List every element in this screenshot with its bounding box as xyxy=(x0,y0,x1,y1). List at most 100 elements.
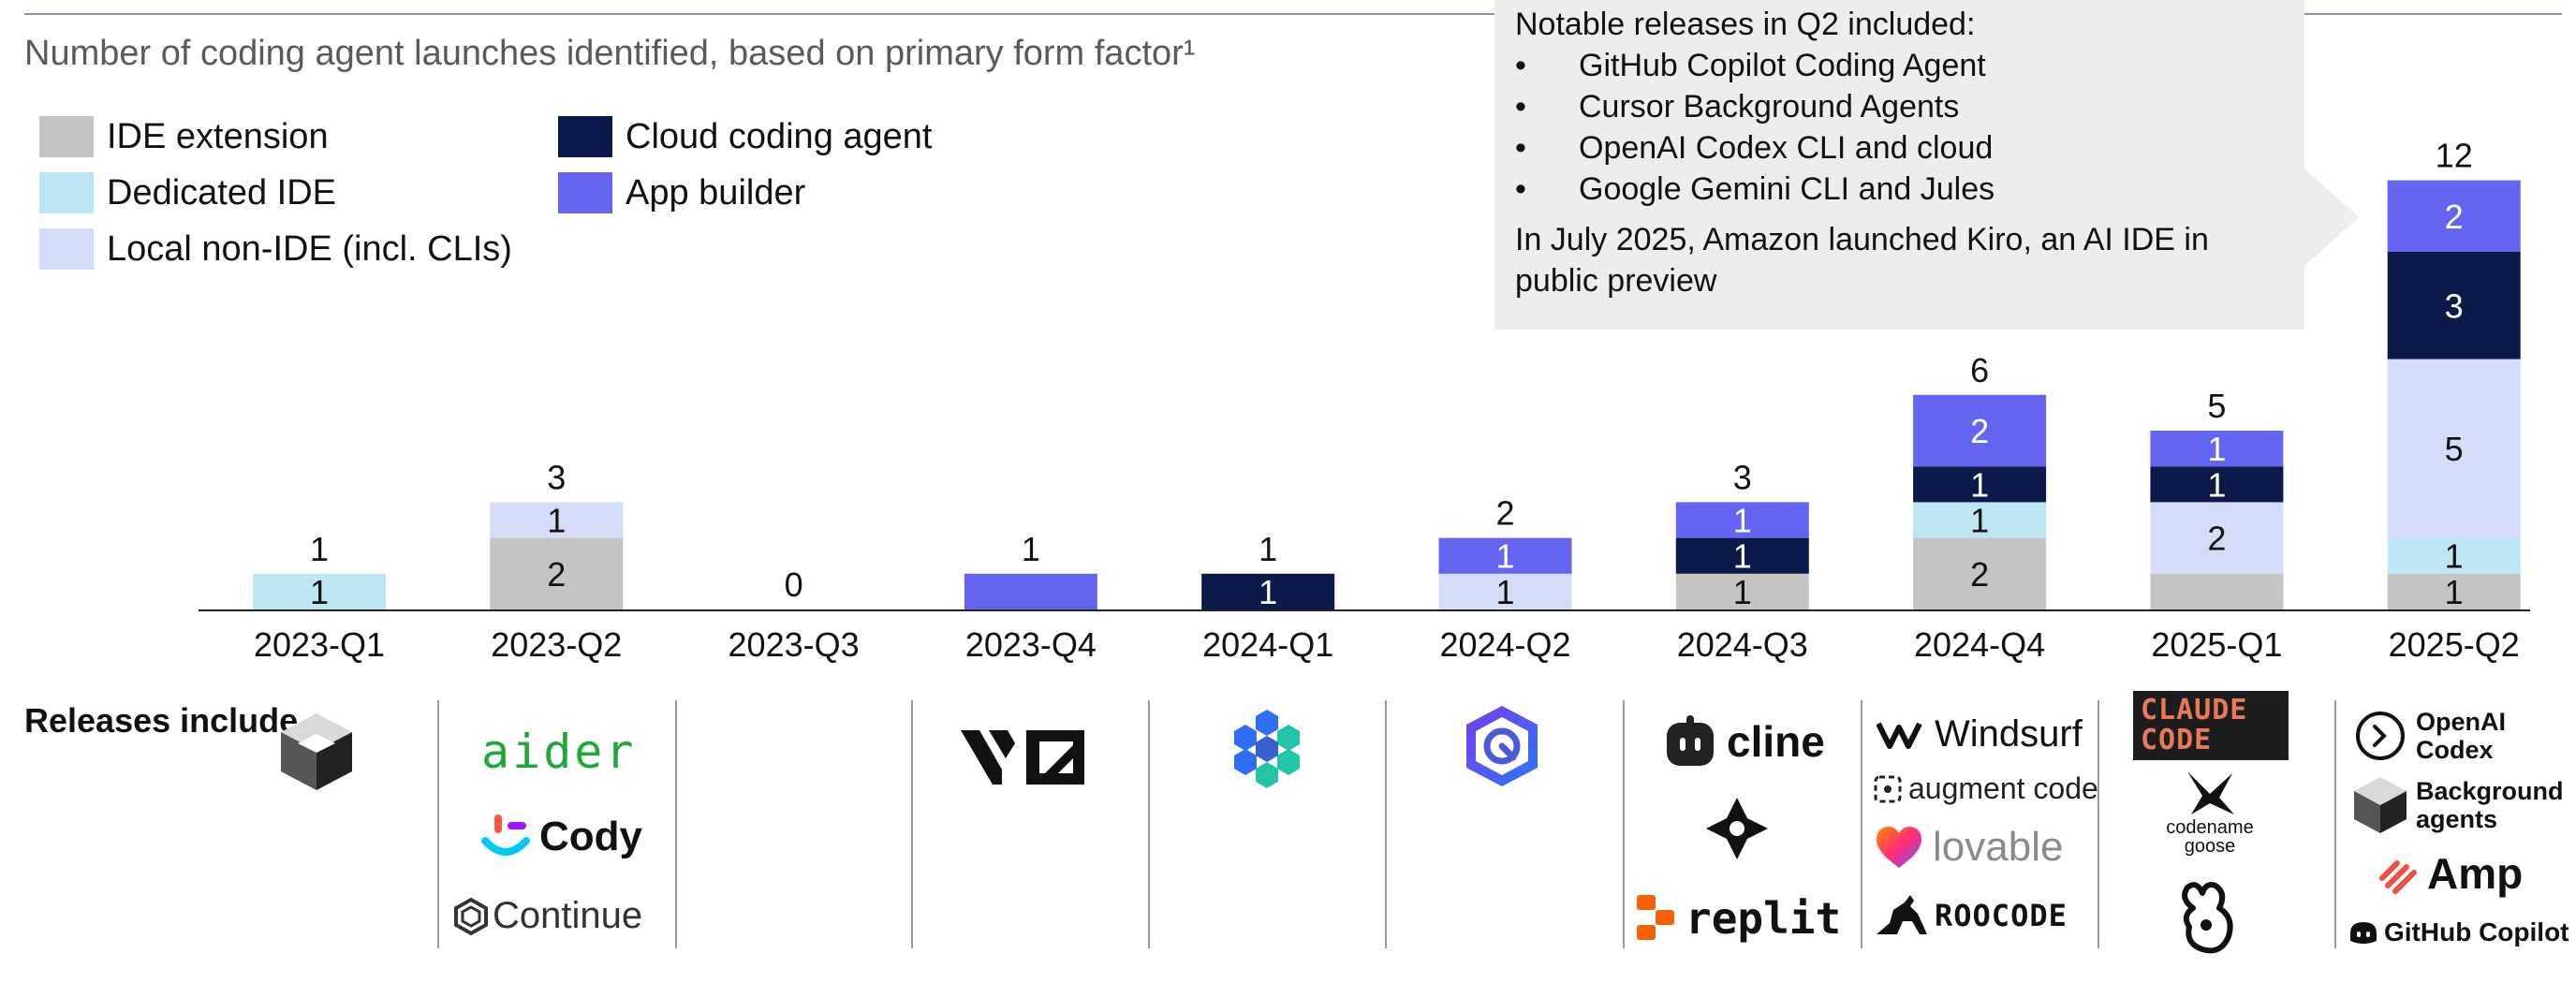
openai-codex-logo: OpenAI Codex xyxy=(2354,708,2510,764)
total-label-2025-q2: 12 xyxy=(2436,137,2473,175)
total-label-2024-q3: 3 xyxy=(1733,458,1752,496)
data-label-app-builder-2025-q1: 1 xyxy=(2207,430,2226,468)
data-label-cloud-coding-agent-2025-q2: 3 xyxy=(2445,286,2464,325)
data-label-ide-extension-2024-q4: 2 xyxy=(1970,555,1989,594)
data-label-local-non-ide-incl-clis-2023-q2: 1 xyxy=(547,502,566,540)
callout-item: OpenAI Codex CLI and cloud xyxy=(1515,127,2292,169)
data-label-local-non-ide-incl-clis-2024-q2: 1 xyxy=(1495,573,1514,611)
data-label-ide-extension-2025-q2: 1 xyxy=(2445,573,2464,611)
data-label-ide-extension-2024-q3: 1 xyxy=(1733,573,1752,611)
data-label-local-non-ide-incl-clis-2025-q2: 5 xyxy=(2445,430,2464,468)
callout-item: Google Gemini CLI and Jules xyxy=(1515,169,2292,210)
bar-app-builder-2025-q2 xyxy=(2387,180,2521,252)
x-tick-label-2025-q2: 2025-Q2 xyxy=(2389,625,2520,664)
data-label-cloud-coding-agent-2024-q1: 1 xyxy=(1259,573,1277,611)
data-label-cloud-coding-agent-2024-q3: 1 xyxy=(1733,537,1752,576)
x-tick-label-2024-q2: 2024-Q2 xyxy=(1439,625,1570,664)
column-separator xyxy=(437,700,439,948)
hexagon-cluster-logo-icon xyxy=(1227,706,1307,788)
bar-ide-extension-2025-q2 xyxy=(2387,573,2521,609)
column-separator xyxy=(1148,700,1150,948)
amp-icon xyxy=(2379,860,2417,894)
data-label-local-non-ide-incl-clis-2025-q1: 2 xyxy=(2207,520,2226,558)
replit-icon xyxy=(1637,895,1674,940)
x-tick-label-2024-q4: 2024-Q4 xyxy=(1914,625,2045,664)
legend-label-local-non-ide: Local non-IDE (incl. CLIs) xyxy=(107,228,512,269)
windsurf-logo: Windsurf xyxy=(1877,713,2083,756)
bar-cloud-coding-agent-2025-q2 xyxy=(2387,252,2521,359)
legend-label-ide-extension: IDE extension xyxy=(107,116,329,156)
bar-local-non-ide-incl-clis-2025-q1 xyxy=(2150,502,2284,574)
roocode-logo: ROOCODE xyxy=(1873,893,2068,938)
total-label-2023-q1: 1 xyxy=(310,530,329,568)
bar-ide-extension-2023-q2 xyxy=(490,537,624,609)
column-separator xyxy=(2098,700,2099,948)
claude-code-logo: CLAUDE CODE xyxy=(2133,691,2289,760)
data-label-app-builder-2024-q4: 2 xyxy=(1970,412,1989,450)
aider-logo: aider xyxy=(481,725,637,779)
lovable-logo: lovable xyxy=(1875,824,2063,871)
bar-ide-extension-2024-q4 xyxy=(1913,537,2047,609)
data-label-app-builder-2025-q2: 2 xyxy=(2445,198,2464,236)
legend-swatch-dedicated-ide xyxy=(39,172,94,213)
star-shape-logo-icon xyxy=(1704,796,1770,861)
data-label-app-builder-2024-q3: 1 xyxy=(1733,502,1752,540)
total-label-2024-q1: 1 xyxy=(1259,530,1277,568)
bar-cloud-coding-agent-2024-q3 xyxy=(1675,537,1809,574)
x-tick-label-2023-q2: 2023-Q2 xyxy=(491,625,622,664)
cline-logo: cline xyxy=(1665,715,1825,768)
top-rule xyxy=(24,13,2562,15)
bar-app-builder-2024-q4 xyxy=(1913,394,2047,467)
codename-goose-logo: codename goose xyxy=(2163,770,2257,856)
column-separator xyxy=(1385,700,1387,948)
legend-swatch-cloud-coding-agent xyxy=(558,116,612,157)
replit-logo: replit xyxy=(1635,893,1841,944)
bar-dedicated-ide-2024-q4 xyxy=(1913,502,2047,538)
continue-icon xyxy=(454,897,488,935)
legend-item-dedicated-ide: Dedicated IDE xyxy=(39,172,336,213)
column-separator xyxy=(1623,700,1625,948)
stacked-bar-chart: 112023-Q12132023-Q202023-Q312023-Q411202… xyxy=(199,137,2530,664)
legend-item-local-non-ide: Local non-IDE (incl. CLIs) xyxy=(39,228,512,270)
data-label-dedicated-ide-2023-q1: 1 xyxy=(310,573,329,611)
bar-app-builder-2024-q3 xyxy=(1675,502,1809,538)
bar-dedicated-ide-2023-q1 xyxy=(253,573,386,609)
column-separator xyxy=(675,700,677,948)
callout-pointer xyxy=(2304,169,2359,266)
total-label-2024-q4: 6 xyxy=(1970,351,1989,389)
cline-icon xyxy=(1667,715,1714,766)
goose-icon xyxy=(2187,771,2234,814)
total-label-2023-q4: 1 xyxy=(1022,530,1040,568)
bar-local-non-ide-incl-clis-2025-q2 xyxy=(2387,359,2521,538)
copilot-icon xyxy=(2350,922,2377,944)
bar-app-builder-2025-q1 xyxy=(2150,431,2284,467)
column-separator xyxy=(2334,700,2336,948)
lovable-heart-icon xyxy=(1877,827,1921,868)
callout-note: In July 2025, Amazon launched Kiro, an A… xyxy=(1515,222,2209,299)
bar-cloud-coding-agent-2024-q1 xyxy=(1201,573,1335,609)
total-label-2025-q1: 5 xyxy=(2207,387,2226,425)
bar-local-non-ide-incl-clis-2023-q2 xyxy=(490,502,624,538)
legend-item-cloud-coding-agent: Cloud coding agent xyxy=(558,116,932,157)
github-copilot-logo: GitHub Copilot xyxy=(2347,917,2569,947)
releases-label: Releases include xyxy=(24,701,299,740)
data-label-cloud-coding-agent-2024-q4: 1 xyxy=(1970,465,1989,504)
bar-cloud-coding-agent-2025-q1 xyxy=(2150,466,2284,503)
data-label-cloud-coding-agent-2025-q1: 1 xyxy=(2207,465,2226,504)
bar-local-non-ide-incl-clis-2024-q2 xyxy=(1438,573,1572,609)
legend-item-ide-extension: IDE extension xyxy=(39,116,329,157)
kangaroo-icon xyxy=(1877,895,1927,934)
cube-logo-icon xyxy=(279,712,354,792)
bar-ide-extension-2024-q3 xyxy=(1675,573,1809,609)
legend-swatch-app-builder xyxy=(558,172,612,213)
cursor-cube-icon xyxy=(2354,777,2407,833)
total-label-2023-q3: 0 xyxy=(785,565,803,604)
legend-item-app-builder: App builder xyxy=(558,172,805,213)
squirrel-shape-logo-icon xyxy=(2178,878,2240,957)
cody-logo: Cody xyxy=(479,813,642,861)
v0-logo xyxy=(961,723,1090,788)
callout-item: Cursor Background Agents xyxy=(1515,86,2292,127)
legend-swatch-ide-extension xyxy=(39,116,94,157)
bar-ide-extension-2025-q1 xyxy=(2150,573,2284,609)
codex-icon xyxy=(2356,712,2405,760)
